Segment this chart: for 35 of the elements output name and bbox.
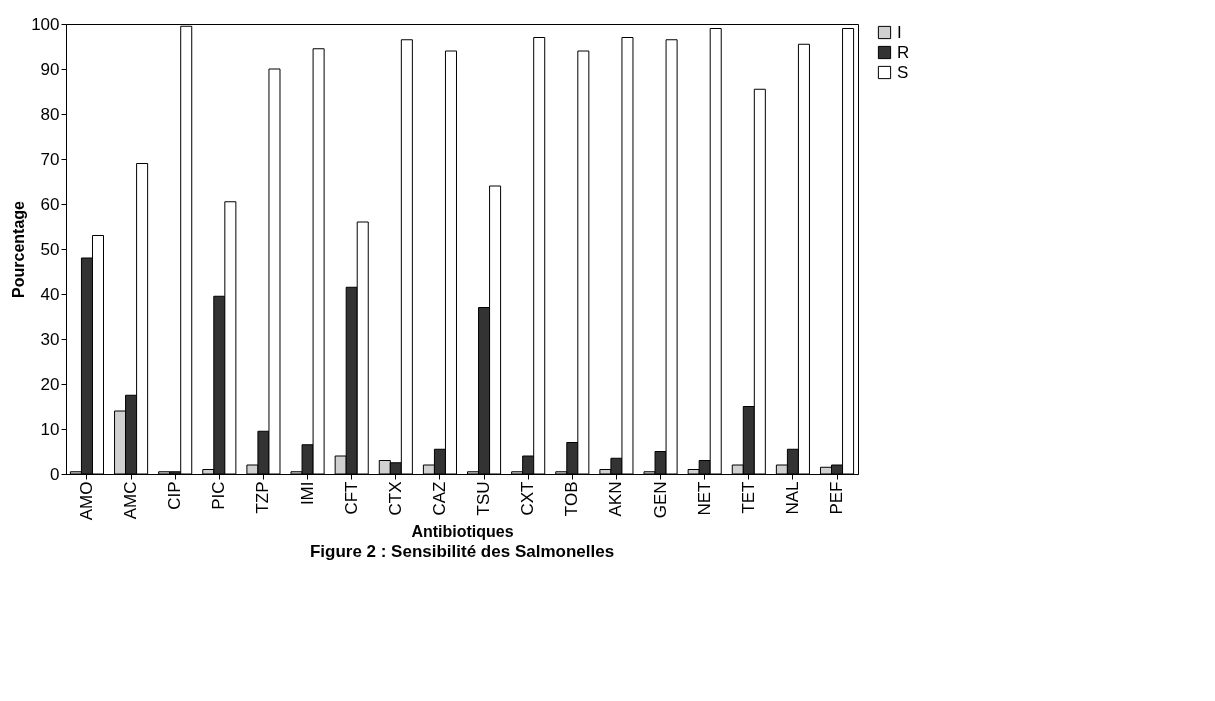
x-tick-label: PIC [209, 481, 229, 510]
x-tick-label: AKN [606, 481, 626, 517]
x-tick-label: PEF [827, 481, 847, 515]
x-tick-label: CXT [518, 481, 538, 516]
x-axis-title: Antibiotiques [411, 523, 514, 541]
y-axis-title: Pourcentage [10, 200, 28, 298]
x-tick-label: IMI [297, 481, 317, 506]
x-tick-label: AMC [121, 481, 141, 520]
x-tick-label: TOB [562, 481, 582, 517]
y-tick-label: 30 [40, 329, 60, 349]
x-tick-label: AMO [76, 481, 96, 521]
x-tick-label: TZP [253, 481, 273, 514]
legend-label: R [897, 42, 910, 62]
x-tick-label: CFT [341, 481, 361, 515]
y-tick-label: 80 [40, 104, 60, 124]
y-tick-label: 90 [40, 59, 60, 79]
x-tick-label: TET [738, 481, 758, 514]
x-tick-label: CIP [165, 481, 185, 510]
y-tick-label: 100 [31, 14, 60, 34]
y-tick-label: 60 [40, 194, 60, 214]
text: Figure 2 : Sensibilité des Salmonelles [309, 541, 615, 561]
y-tick-label: 70 [40, 149, 60, 169]
x-tick-label: GEN [650, 481, 670, 519]
y-tick-label: 0 [50, 464, 60, 484]
y-tick-label: 20 [40, 374, 60, 394]
x-tick-label: NAL [782, 481, 802, 515]
y-tick-label: 40 [40, 284, 60, 304]
y-tick-label: 10 [40, 419, 60, 439]
x-tick-label: TSU [474, 481, 494, 516]
legend-label: S [897, 62, 909, 82]
x-tick-label: CAZ [429, 481, 449, 516]
y-tick-label: 50 [40, 239, 60, 259]
x-tick-label: CTX [385, 481, 405, 516]
x-tick-label: NET [694, 481, 714, 516]
legend-label: I [897, 22, 902, 42]
